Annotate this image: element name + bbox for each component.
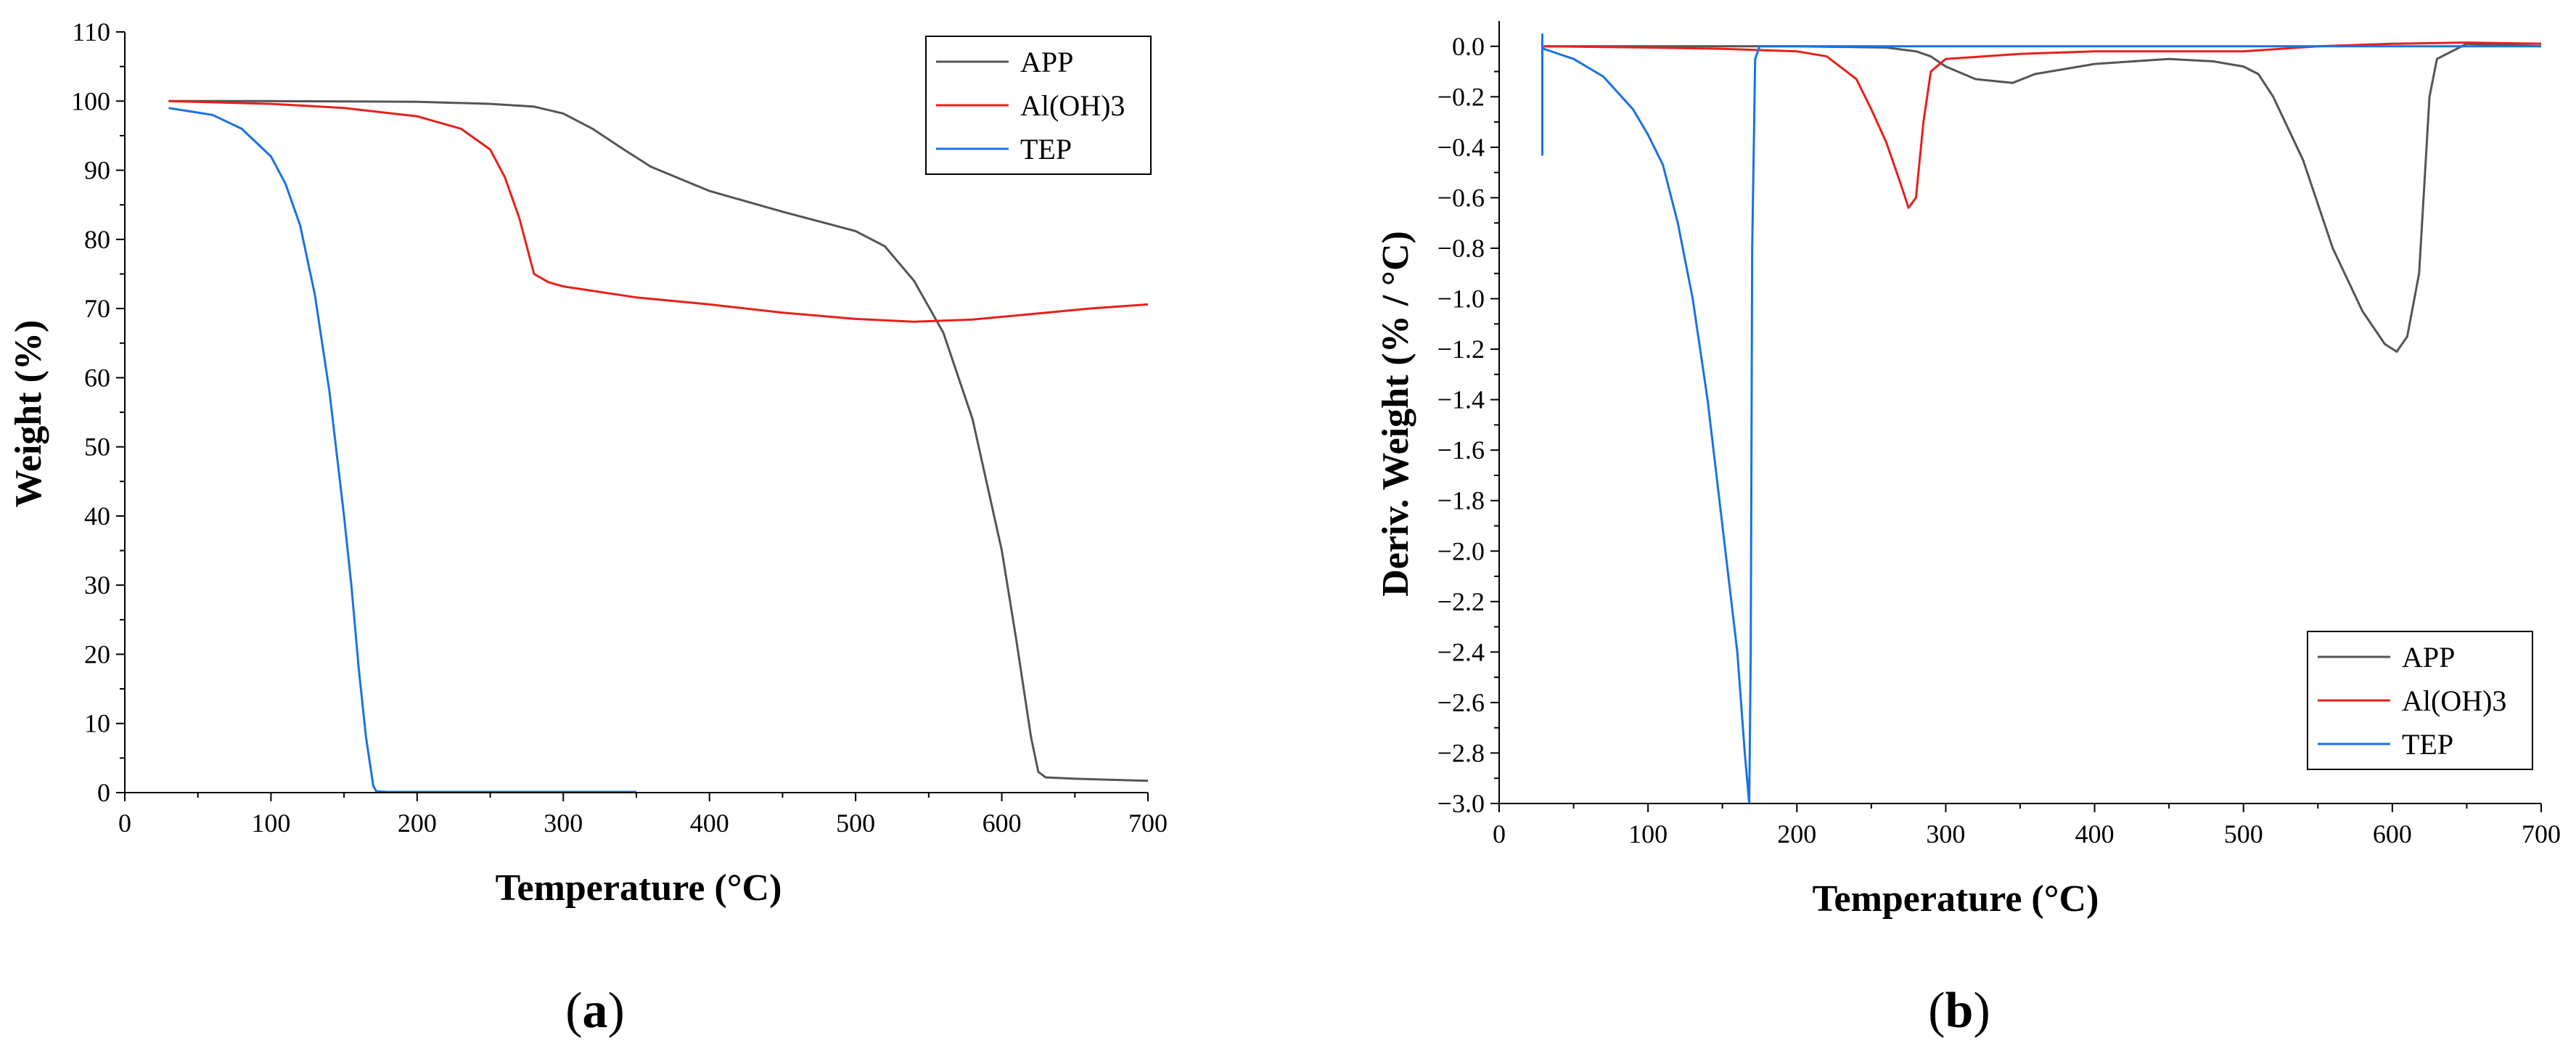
panel-b-y-tick-label: −2.4 bbox=[1437, 637, 1485, 666]
panel-b-label: (b) bbox=[1928, 983, 1990, 1039]
panel-a-y-tick-label: 0 bbox=[97, 778, 110, 807]
panel-a-legend-label-aloh3: Al(OH)3 bbox=[1020, 89, 1125, 122]
panel-a-label: (a) bbox=[565, 983, 625, 1039]
panel-b-y-tick-label: −2.6 bbox=[1437, 688, 1485, 717]
panel-b-y-tick-label: −2.8 bbox=[1437, 738, 1485, 767]
panel-b-label-letter: b bbox=[1945, 983, 1974, 1039]
panel-a-y-tick-label: 90 bbox=[84, 156, 110, 185]
panel-b-legend-label-aloh3: Al(OH)3 bbox=[2402, 684, 2506, 717]
panel-b-series-line-tep bbox=[1541, 33, 2541, 805]
panel-a-legend-label-app: APP bbox=[1020, 46, 1073, 78]
panel-b-y-tick-label: −0.2 bbox=[1437, 82, 1485, 111]
panel-a-y-axis-title: Weight (%) bbox=[8, 320, 49, 508]
panel-a-x-tick-label: 200 bbox=[398, 809, 437, 838]
panel-a-y-tick-label: 50 bbox=[84, 433, 110, 462]
panel-a-series-line-tep bbox=[168, 107, 636, 793]
panel-a-axes: 0 100 200 300 400 500 600 700 0 10 20 30 40 50 60 70 80 9… bbox=[71, 17, 1168, 838]
panel-a-x-axis-title: Temperature (°C) bbox=[496, 867, 782, 909]
panel-b-y-tick-label: −2.0 bbox=[1437, 536, 1485, 565]
panel-b-x-tick-label: 500 bbox=[2224, 819, 2263, 848]
panel-a: 0 100 200 300 400 500 600 700 0 10 20 30 40 50 60 70 80 9… bbox=[8, 17, 1168, 1039]
panel-b-y-tick-label: −0.4 bbox=[1437, 133, 1485, 162]
panel-b-series-line-aloh3 bbox=[1543, 41, 2542, 209]
panel-a-y-tick-label: 10 bbox=[84, 709, 110, 738]
panel-b-y-tick-label: −0.8 bbox=[1437, 234, 1485, 263]
panel-b-x-tick-label: 0 bbox=[1493, 819, 1506, 848]
panel-b-x-tick-label: 200 bbox=[1777, 819, 1816, 848]
panel-b-legend-label-app: APP bbox=[2402, 641, 2455, 674]
panel-b-series-line-app bbox=[1543, 42, 2542, 353]
panel-a-series-line-aloh3 bbox=[168, 99, 1149, 323]
panel-a-y-tick-label: 100 bbox=[71, 86, 110, 115]
panel-b-x-axis-title: Temperature (°C) bbox=[1813, 878, 2099, 920]
panel-a-x-tick-label: 600 bbox=[983, 809, 1022, 838]
panel-b-y-tick-label: −2.2 bbox=[1437, 587, 1485, 616]
panel-b-y-tick-label: −1.2 bbox=[1437, 335, 1485, 364]
panel-b-y-tick-label: −1.6 bbox=[1437, 435, 1485, 465]
panel-b-x-tick-label: 100 bbox=[1628, 819, 1668, 848]
panel-a-x-tick-label: 400 bbox=[690, 809, 729, 838]
panel-a-x-tick-label: 500 bbox=[836, 809, 875, 838]
panel-b-label-open: ( bbox=[1928, 983, 1945, 1039]
panel-a-x-tick-label: 700 bbox=[1128, 809, 1168, 838]
panel-a-y-tick-label: 70 bbox=[84, 294, 110, 323]
panel-b-plot-area bbox=[1541, 33, 2542, 805]
panel-b-y-axis-title: Deriv. Weight (% / °C) bbox=[1375, 231, 1416, 597]
panel-b-legend: APP Al(OH)3 TEP bbox=[2307, 631, 2533, 770]
panel-a-legend-label-tep: TEP bbox=[1020, 133, 1072, 165]
panel-a-y-tick-label: 60 bbox=[84, 363, 110, 392]
panel-b-y-tick-label: 0.0 bbox=[1452, 32, 1485, 61]
panel-b-y-tick-label: −1.4 bbox=[1437, 385, 1485, 414]
panel-a-legend: APP Al(OH)3 TEP bbox=[925, 36, 1152, 175]
panel-b-y-tick-label: −1.0 bbox=[1437, 285, 1485, 314]
panel-a-plot-area bbox=[168, 99, 1149, 793]
panel-a-x-tick-label: 0 bbox=[118, 809, 131, 838]
panel-a-label-close: ) bbox=[608, 983, 625, 1039]
panel-b-x-tick-label: 600 bbox=[2373, 819, 2412, 848]
panel-a-y-tick-label: 40 bbox=[84, 502, 110, 531]
panel-b-legend-label-tep: TEP bbox=[2402, 728, 2453, 761]
panel-b-label-close: ) bbox=[1973, 983, 1990, 1039]
panel-a-label-letter: a bbox=[583, 983, 608, 1039]
panel-a-y-tick-label: 30 bbox=[84, 571, 110, 600]
panel-b-axes: 0 100 200 300 400 500 600 700 0.0 −0.2 −0.4 −0.6 −0.… bbox=[1437, 21, 2561, 848]
panel-a-y-tick-label: 80 bbox=[84, 225, 110, 254]
panel-b-y-tick-label: −3.0 bbox=[1437, 789, 1485, 818]
panel-b-y-tick-label: −0.6 bbox=[1437, 183, 1485, 212]
panel-a-x-tick-label: 100 bbox=[251, 809, 290, 838]
panel-b-y-tick-label: −1.8 bbox=[1437, 486, 1485, 515]
panel-b: 0 100 200 300 400 500 600 700 0.0 −0.2 −0.4 −0.6 −0.… bbox=[1375, 21, 2561, 1039]
panel-a-y-tick-label: 20 bbox=[84, 639, 110, 668]
panel-a-y-tick-label: 110 bbox=[72, 17, 110, 46]
panel-b-x-tick-label: 300 bbox=[1926, 819, 1965, 848]
panel-b-x-tick-label: 700 bbox=[2522, 819, 2561, 848]
panel-a-label-open: ( bbox=[565, 983, 582, 1039]
panel-b-x-tick-label: 400 bbox=[2075, 819, 2114, 848]
panel-a-series-line-app bbox=[168, 99, 1149, 782]
panel-a-x-tick-label: 300 bbox=[543, 809, 583, 838]
